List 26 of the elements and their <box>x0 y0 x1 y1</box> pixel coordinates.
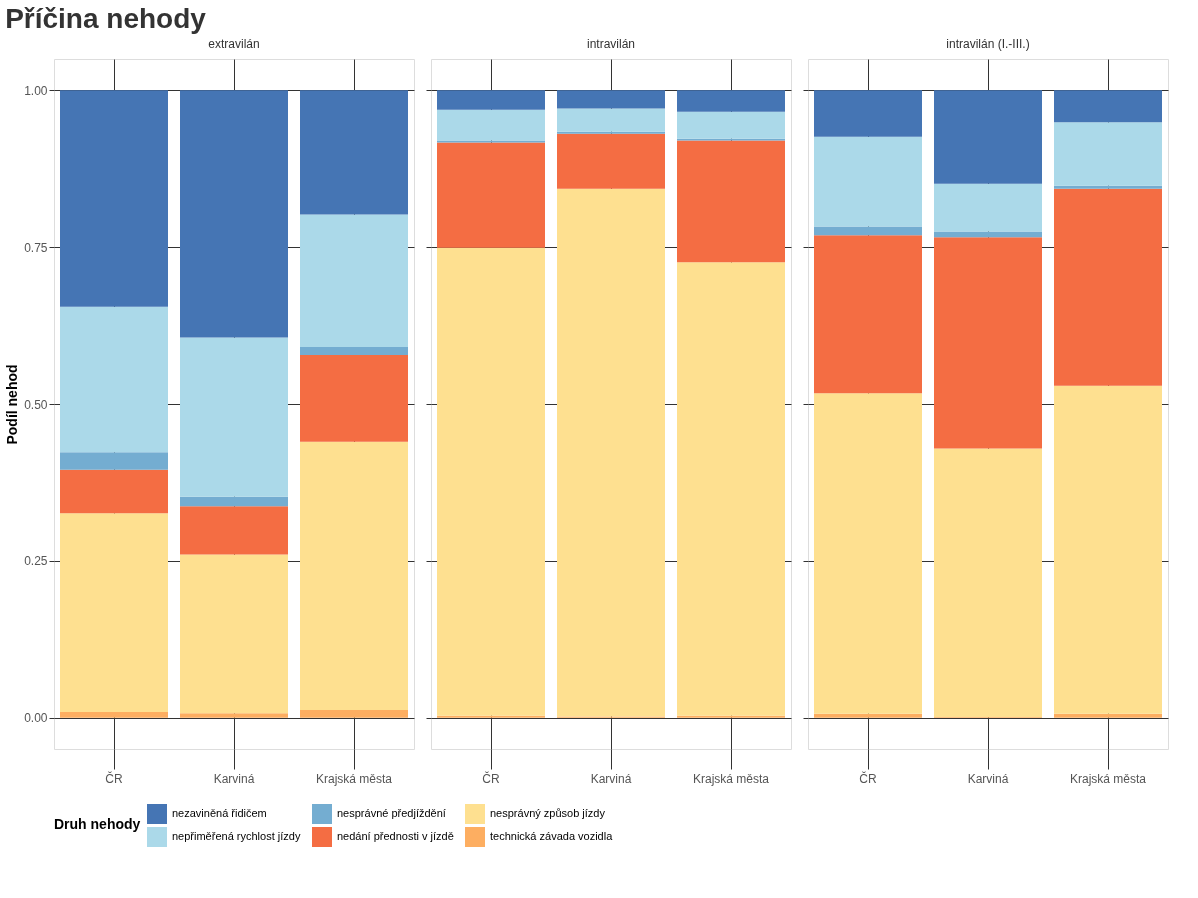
y-tick-label: 0.25 <box>24 554 48 569</box>
y-tick-label: 0.00 <box>24 711 48 726</box>
chart-subtitle: intravilán (I.-III.) <box>946 37 1030 51</box>
chart-subtitle: extravilán <box>208 37 260 51</box>
legend-label: technická závada vozidla <box>490 830 614 842</box>
x-tick-label: ČR <box>482 770 500 786</box>
x-tick-label: Krajská města <box>1069 771 1147 786</box>
x-tick-label: Krajská města <box>315 771 393 786</box>
legend-label: nesprávný způsob jízdy <box>490 807 606 819</box>
chart-title: Příčina nehody <box>5 2 207 34</box>
x-tick-label: Karviná <box>213 771 255 786</box>
y-axis-title: Podíl nehod <box>4 364 21 445</box>
x-tick-label: Karviná <box>967 771 1009 786</box>
x-tick-label: Krajská města <box>692 771 770 786</box>
chart-subtitle: intravilán <box>586 37 636 51</box>
x-tick-label: ČR <box>105 770 123 786</box>
legend-title: Druh nehody <box>54 816 141 832</box>
x-tick-label: Karviná <box>590 771 632 786</box>
legend-label: nezaviněná řidičem <box>172 807 267 819</box>
legend-label: nepřiměřená rychlost jízdy <box>172 830 301 842</box>
y-tick-label: 1.00 <box>24 83 48 98</box>
y-tick-label: 0.75 <box>24 240 48 255</box>
x-tick-label: ČR <box>859 770 877 786</box>
legend-label: nedání přednosti v jízdě <box>337 830 454 842</box>
y-tick-label: 0.50 <box>24 397 48 412</box>
legend-label: nesprávné předjíždění <box>337 807 446 819</box>
